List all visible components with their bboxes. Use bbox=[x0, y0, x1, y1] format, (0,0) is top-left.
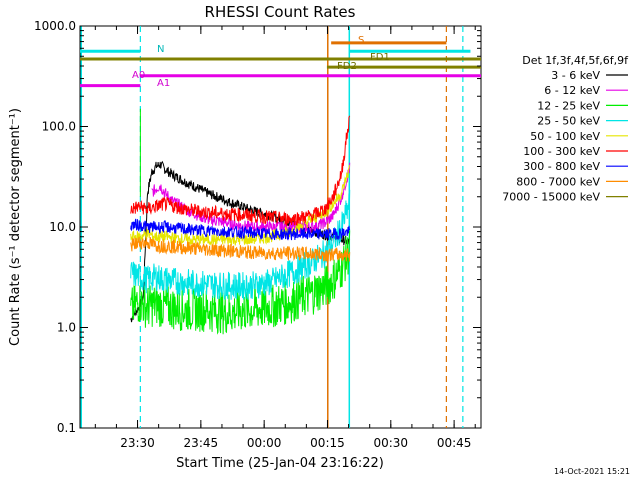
x-tick-label: 00:45 bbox=[437, 436, 472, 450]
footer-date: 14-Oct-2021 15:21 bbox=[554, 467, 630, 476]
y-tick-label: 100.0 bbox=[42, 120, 76, 134]
series-line-2 bbox=[130, 230, 351, 335]
series-layer bbox=[130, 108, 351, 335]
x-axis-label: Start Time (25-Jan-04 23:16:22) bbox=[176, 456, 384, 471]
legend-label: 12 - 25 keV bbox=[537, 99, 600, 112]
legend-label: 6 - 12 keV bbox=[544, 84, 600, 97]
legend-title: Det 1f,3f,4f,5f,6f,9f bbox=[522, 54, 629, 67]
axis-layer: 0.1 1.0 10.0 100.0 1000.0 23:30 23:45 00:00 00:1… bbox=[34, 19, 481, 450]
legend: Det 1f,3f,4f,5f,6f,9f 3 - 6 keV 6 - 12 ke… bbox=[502, 54, 629, 204]
chart-title: RHESSI Count Rates bbox=[205, 3, 356, 21]
s-label: S bbox=[358, 35, 364, 46]
x-tick-label: 23:45 bbox=[184, 436, 219, 450]
fd2-label: FD2 bbox=[337, 61, 357, 72]
legend-label: 50 - 100 keV bbox=[530, 130, 600, 143]
annotation-layer bbox=[80, 26, 481, 428]
x-tick-label: 00:00 bbox=[247, 436, 282, 450]
x-tick-label: 23:30 bbox=[120, 436, 155, 450]
y-tick-label: 1.0 bbox=[57, 321, 76, 335]
legend-label: 300 - 800 keV bbox=[523, 160, 600, 173]
y-tick-label: 10.0 bbox=[49, 220, 76, 234]
legend-label: 800 - 7000 keV bbox=[516, 175, 600, 188]
legend-label: 3 - 6 keV bbox=[551, 69, 600, 82]
a0-label: A0 bbox=[132, 70, 145, 81]
series-line-6 bbox=[130, 218, 351, 241]
y-tick-label: 1000.0 bbox=[34, 19, 76, 33]
legend-label: 25 - 50 keV bbox=[537, 115, 600, 128]
series-line-7 bbox=[130, 236, 351, 262]
series-line-5 bbox=[130, 115, 351, 228]
n-label: N bbox=[157, 44, 164, 55]
y-axis-label: Count Rate (s⁻¹ detector segment⁻¹) bbox=[8, 108, 23, 346]
legend-label: 100 - 300 keV bbox=[523, 145, 600, 158]
x-tick-label: 00:15 bbox=[310, 436, 345, 450]
y-tick-label: 0.1 bbox=[57, 421, 76, 435]
series-line-1 bbox=[151, 162, 351, 235]
x-tick-label: 00:30 bbox=[373, 436, 408, 450]
legend-label: 7000 - 15000 keV bbox=[502, 191, 600, 204]
a1-label: A1 bbox=[157, 78, 170, 89]
fd1-label: FD1 bbox=[370, 52, 390, 63]
